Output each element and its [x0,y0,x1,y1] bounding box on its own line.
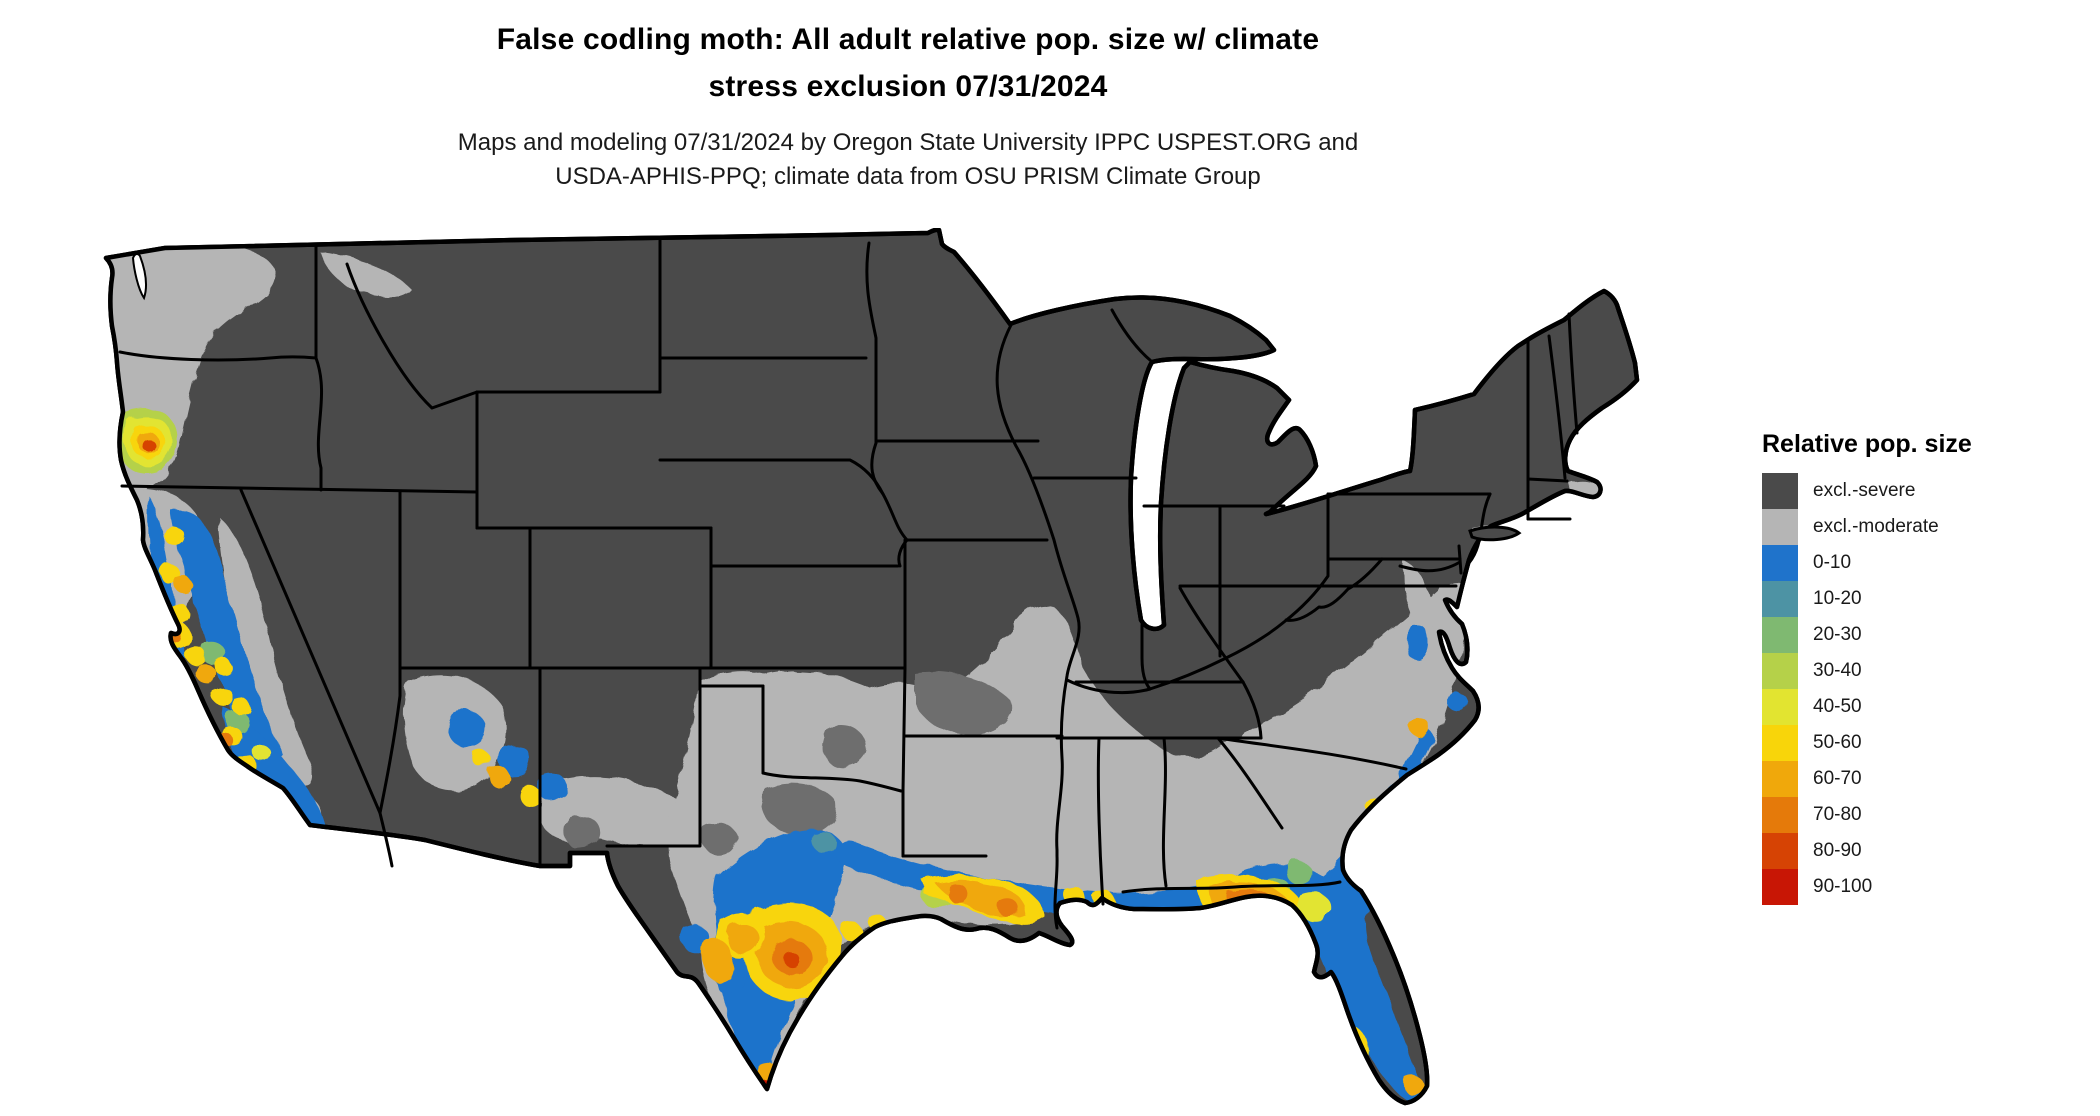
legend-swatch-excl-severe [1762,473,1798,509]
map-subtitle: Maps and modeling 07/31/2024 by Oregon S… [308,126,1508,194]
legend-title: Relative pop. size [1762,430,1972,458]
legend-swatch-70-80 [1762,797,1798,833]
us-map-svg [70,228,1730,1116]
us-map [70,228,1730,1116]
legend-label: 30-40 [1813,660,1862,681]
legend-swatch-30-40 [1762,653,1798,689]
map-subtitle-line2: USDA-APHIS-PPQ; climate data from OSU PR… [555,163,1261,190]
legend-label: 90-100 [1813,876,1873,897]
long-island [1468,525,1522,542]
legend-label: 80-90 [1813,840,1862,861]
map-title: False codling moth: All adult relative p… [308,16,1508,110]
legend-item: 30-40 [1762,653,2092,689]
map-layer-exclusion-patches [564,672,1011,856]
legend-swatch-0-10 [1762,545,1798,581]
legend-label: excl.-moderate [1813,516,1939,537]
legend-swatch-10-20 [1762,581,1798,617]
legend-item: 50-60 [1762,725,2092,761]
legend-item: 90-100 [1762,869,2092,905]
legend-item: 60-70 [1762,761,2092,797]
legend-item: 0-10 [1762,545,2092,581]
map-title-line1: False codling moth: All adult relative p… [496,23,1320,56]
puget-sound [131,252,148,301]
legend-label: 70-80 [1813,804,1862,825]
map-subtitle-line1: Maps and modeling 07/31/2024 by Oregon S… [457,129,1359,156]
legend-label: 60-70 [1813,768,1862,789]
legend-label: 0-10 [1813,552,1852,573]
legend-item: excl.-moderate [1762,509,2092,545]
legend-item: 10-20 [1762,581,2092,617]
map-title-line2: stress exclusion 07/31/2024 [708,70,1108,103]
legend-swatch-60-70 [1762,761,1798,797]
legend-swatch-excl-moderate [1762,509,1798,545]
legend-label: excl.-severe [1813,480,1916,501]
legend-label: 10-20 [1813,588,1862,609]
legend-label: 50-60 [1813,732,1862,753]
legend-item: 80-90 [1762,833,2092,869]
legend-swatch-50-60 [1762,725,1798,761]
legend-label: 40-50 [1813,696,1862,717]
map-legend: Relative pop. size excl.-severe excl.-mo… [1762,430,2092,905]
legend-item: excl.-severe [1762,473,2092,509]
legend-item: 20-30 [1762,617,2092,653]
legend-item: 70-80 [1762,797,2092,833]
legend-swatch-20-30 [1762,617,1798,653]
legend-label: 20-30 [1813,624,1862,645]
legend-item: 40-50 [1762,689,2092,725]
legend-swatch-40-50 [1762,689,1798,725]
state-borders [118,238,1579,930]
legend-swatch-80-90 [1762,833,1798,869]
legend-swatch-90-100 [1762,869,1798,905]
